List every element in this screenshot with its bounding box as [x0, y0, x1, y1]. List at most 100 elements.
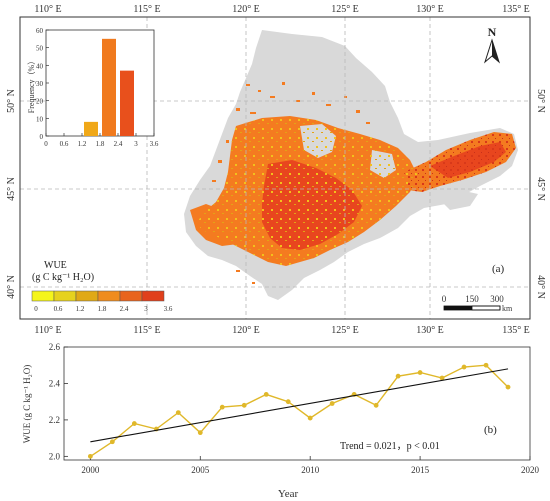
map-panel: 110° E 115° E 120° E 125° E 130° E 135° … — [6, 4, 546, 336]
top-lon-label: 120° E — [232, 4, 260, 15]
line-y-ticks: 2.0 2.2 2.4 2.6 — [49, 342, 68, 461]
top-lon-label: 110° E — [34, 4, 61, 15]
wue-series-line — [90, 364, 509, 457]
legend-swatches — [31, 290, 165, 302]
legend-tick-label: 0.6 — [54, 305, 63, 313]
line-x-tick-label: 2020 — [521, 465, 540, 475]
line-x-tick-label: 2010 — [301, 465, 320, 475]
map-panel-label: (a) — [492, 263, 505, 275]
line-chart-ylabel: WUE (g C kg⁻¹ H₂O) — [22, 365, 32, 444]
line-series — [87, 362, 511, 459]
right-lat-label: 50° N — [535, 89, 546, 113]
top-lon-label: 135° E — [502, 4, 530, 15]
inset-bar — [120, 70, 134, 136]
map-area — [184, 30, 518, 300]
top-lon-label: 115° E — [133, 4, 160, 15]
wue-speckles-low — [196, 116, 418, 266]
inset-y-ticks: 0 10 20 30 40 50 60 — [36, 27, 49, 141]
inset-x-tick-label: 1.8 — [96, 140, 105, 148]
legend-tick-label: 3.6 — [164, 305, 173, 313]
inset-y-tick-label: 20 — [36, 98, 44, 106]
wue-data-point — [417, 370, 423, 375]
legend-tick-label: 2.4 — [120, 305, 129, 313]
wue-legend: WUE (g C kg⁻¹ H₂O) 0 0.6 1.2 1.8 2.4 3 3.6 — [31, 260, 173, 313]
line-y-tick-label: 2.2 — [49, 415, 60, 425]
wue-speckles-high — [404, 132, 516, 192]
scalebar-label: 0 — [442, 294, 447, 304]
bottom-lon-label: 130° E — [416, 325, 444, 336]
inset-bar — [102, 38, 116, 137]
wue-data-point — [175, 410, 181, 416]
wue-data-point — [461, 364, 467, 370]
legend-title-line2: (g C kg⁻¹ H₂O) — [32, 272, 94, 283]
inset-y-tick-label: 60 — [36, 27, 44, 35]
wue-scatter-north — [212, 82, 370, 284]
line-panel-label: (b) — [484, 424, 497, 436]
wue-data-point — [109, 439, 115, 445]
wue-data-point — [307, 415, 313, 421]
inset-bar — [84, 121, 98, 136]
wue-data-point — [395, 373, 401, 379]
scalebar-label: 150 — [465, 294, 479, 304]
line-x-tick-label: 2005 — [191, 465, 210, 475]
line-chart-xlabel: Year — [278, 488, 299, 500]
left-lat-label: 50° N — [6, 89, 17, 113]
north-arrow-icon: N — [483, 25, 501, 64]
inset-frame — [45, 29, 155, 137]
map-frame — [19, 16, 531, 320]
legend-tick-label: 3 — [144, 305, 148, 313]
legend-swatch — [75, 290, 99, 302]
legend-swatch — [119, 290, 143, 302]
land-gap — [436, 190, 478, 210]
wue-data-point — [87, 453, 93, 459]
legend-swatch — [31, 290, 55, 302]
right-lat-label: 45° N — [535, 177, 546, 201]
scalebar-label: 300 — [490, 294, 504, 304]
left-lat-label: 40° N — [6, 275, 17, 299]
line-chart-frame — [63, 346, 531, 461]
wue-data-point — [439, 375, 445, 381]
wue-data-point — [131, 421, 137, 426]
bottom-lon-label: 120° E — [232, 325, 260, 336]
inset-ylabel: Frequency（%） — [27, 57, 36, 113]
inset-bars — [84, 38, 134, 137]
legend-tick-label: 1.2 — [76, 305, 85, 313]
top-lon-label: 130° E — [416, 4, 444, 15]
wue-data-point — [241, 402, 247, 408]
wue-data-point — [329, 401, 335, 406]
line-panel: WUE (g C kg⁻¹ H₂O) Year (b) Trend = 0.02… — [22, 342, 540, 500]
bottom-lon-label: 125° E — [331, 325, 359, 336]
line-x-tick-label: 2015 — [411, 465, 430, 475]
trend-annotation: Trend = 0.021，p < 0.01 — [340, 441, 440, 452]
inset-y-tick-label: 30 — [36, 80, 44, 88]
line-x-ticks: 2000 2005 2010 2015 2020 — [81, 456, 540, 475]
north-arrow-label: N — [488, 25, 497, 39]
legend-tick-label: 0 — [34, 305, 38, 313]
wue-data-point — [505, 384, 511, 390]
line-y-tick-label: 2.6 — [49, 342, 61, 352]
inset-x-tick-label: 2.4 — [114, 140, 123, 148]
scalebar-unit: km — [502, 304, 513, 313]
wue-data-point — [285, 399, 291, 405]
bottom-lon-label: 115° E — [133, 325, 160, 336]
inset-x-tick-label: 0.6 — [60, 140, 69, 148]
inset-y-tick-label: 50 — [36, 45, 44, 53]
wue-data-point — [263, 391, 269, 397]
line-y-tick-label: 2.0 — [49, 451, 61, 461]
legend-title-line1: WUE — [44, 260, 67, 271]
left-lat-label: 45° N — [6, 177, 17, 201]
legend-tick-labels: 0 0.6 1.2 1.8 2.4 3 3.6 — [34, 305, 173, 313]
inset-x-tick-label: 3.6 — [150, 140, 159, 148]
bottom-lon-label: 110° E — [34, 325, 61, 336]
inset-y-tick-label: 10 — [36, 115, 44, 123]
wue-data-point — [373, 402, 379, 408]
legend-tick-label: 1.8 — [98, 305, 107, 313]
inset-y-tick-label: 0 — [40, 133, 44, 141]
wue-data-point — [197, 430, 203, 436]
trend-line — [90, 368, 509, 443]
top-lon-label: 125° E — [331, 4, 359, 15]
legend-swatch — [53, 290, 77, 302]
inset-histogram: Frequency（%） 0 10 20 30 40 50 60 0 0.6 1.2 1.8 2.4… — [27, 27, 159, 148]
wue-data-point — [219, 404, 225, 410]
